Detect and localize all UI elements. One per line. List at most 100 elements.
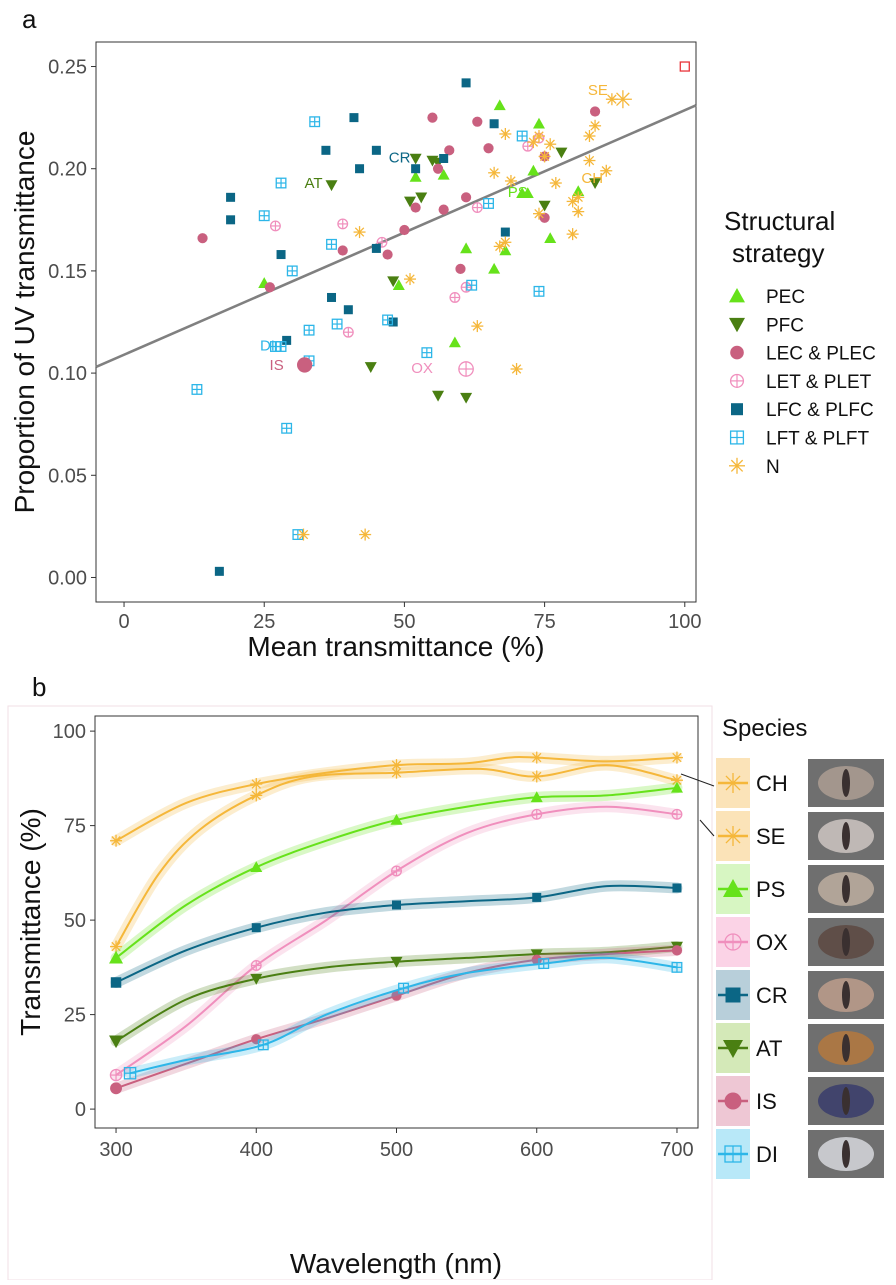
- data-point: [589, 178, 602, 190]
- x-tick-label: 600: [520, 1139, 553, 1161]
- data-point: [392, 279, 405, 291]
- y-tick-label: 75: [64, 816, 86, 838]
- legend-label: LFT & PLFT: [766, 429, 870, 450]
- data-point: [460, 281, 472, 293]
- data-point: [269, 220, 281, 232]
- data-point: [438, 204, 449, 215]
- panel-a-legend: Structural strategy PEC PFC LEC & PLEC LET &…: [724, 206, 876, 478]
- legend-label: SE: [756, 824, 785, 849]
- legend-key: [729, 288, 745, 303]
- legend-key: [725, 987, 741, 1003]
- data-point: [679, 61, 690, 72]
- data-point: [110, 1082, 122, 1095]
- legend-key: [723, 773, 743, 793]
- data-point: [281, 422, 293, 434]
- data-point: [251, 923, 261, 933]
- legend-label: LEC & PLEC: [766, 344, 876, 365]
- data-point: [327, 292, 337, 302]
- data-point: [461, 78, 471, 88]
- data-point: [530, 791, 543, 803]
- data-point: [583, 130, 596, 143]
- data-point: [460, 192, 472, 203]
- data-point: [303, 324, 315, 336]
- data-point: [538, 200, 551, 212]
- legend-label: PFC: [766, 315, 804, 336]
- data-point: [439, 153, 449, 163]
- data-point: [415, 192, 428, 204]
- data-point: [521, 187, 534, 199]
- data-point: [489, 119, 499, 129]
- data-point: [123, 1066, 137, 1080]
- panel-b-legend-title: Species: [722, 715, 807, 742]
- data-point: [488, 262, 501, 274]
- connector-line: [699, 819, 715, 837]
- series-line: [115, 764, 678, 948]
- y-tick-label: 0.20: [48, 159, 87, 181]
- data-point: [382, 314, 394, 326]
- legend-label: CH: [756, 771, 788, 796]
- data-point: [388, 317, 398, 327]
- legend-label: CR: [756, 983, 788, 1008]
- y-tick-label: 25: [64, 1005, 86, 1027]
- data-point: [504, 174, 517, 187]
- legend-key: [729, 317, 745, 333]
- panel-a-plot-area: SE CH PS AT CR OX IS DI: [95, 61, 697, 576]
- y-tick-label: 100: [53, 721, 86, 743]
- data-point: [355, 164, 365, 174]
- series-line: [115, 755, 678, 842]
- species-annotation: IS: [270, 357, 284, 374]
- data-point: [532, 130, 545, 143]
- legend-label: IS: [756, 1089, 777, 1114]
- data-point: [572, 191, 585, 204]
- data-point: [390, 813, 403, 825]
- data-point: [390, 956, 403, 968]
- series-di: [123, 952, 683, 1080]
- data-point: [670, 781, 683, 793]
- data-point: [533, 285, 545, 297]
- species-annotation: OX: [411, 360, 433, 377]
- data-point: [191, 383, 203, 395]
- data-point: [109, 1068, 123, 1082]
- data-point: [444, 145, 455, 156]
- data-point: [466, 279, 478, 291]
- data-point: [671, 945, 683, 956]
- data-point: [460, 242, 473, 254]
- data-point: [522, 140, 534, 152]
- data-point: [538, 958, 550, 970]
- data-point: [250, 960, 262, 971]
- data-point: [110, 834, 123, 847]
- data-point: [387, 276, 400, 288]
- species-photo: [808, 1130, 884, 1178]
- data-point: [455, 263, 466, 274]
- panel-b-plot-area: [109, 751, 683, 1095]
- data-point: [392, 900, 401, 910]
- data-point: [382, 249, 393, 260]
- panel-a-y-axis-title: Proportion of UV transmittance: [9, 131, 40, 514]
- data-point: [286, 265, 298, 277]
- data-point: [410, 202, 421, 213]
- species-photo: [808, 918, 884, 966]
- series-cr: [110, 880, 683, 988]
- panel-b-legend: Species CH SE PS OX CR AT IS DI: [680, 715, 884, 1179]
- data-point: [325, 180, 338, 192]
- data-point: [530, 770, 543, 783]
- legend-key: [724, 1092, 742, 1110]
- data-point: [566, 228, 579, 241]
- data-point: [483, 198, 494, 209]
- x-tick-label: 700: [660, 1139, 693, 1161]
- y-tick-label: 0.05: [48, 465, 87, 487]
- data-point: [499, 244, 512, 256]
- data-point: [510, 363, 523, 376]
- legend-label: LET & PLET: [766, 372, 872, 393]
- highlighted-point: [613, 90, 632, 109]
- data-point: [110, 977, 122, 988]
- species-annotation: CR: [389, 150, 411, 167]
- data-point: [391, 865, 402, 877]
- data-point: [671, 808, 683, 820]
- species-photo: [808, 971, 884, 1019]
- y-tick-label: 0.00: [48, 567, 87, 589]
- legend-key: [731, 403, 743, 416]
- data-point: [472, 116, 483, 127]
- species-photo: [808, 1024, 884, 1072]
